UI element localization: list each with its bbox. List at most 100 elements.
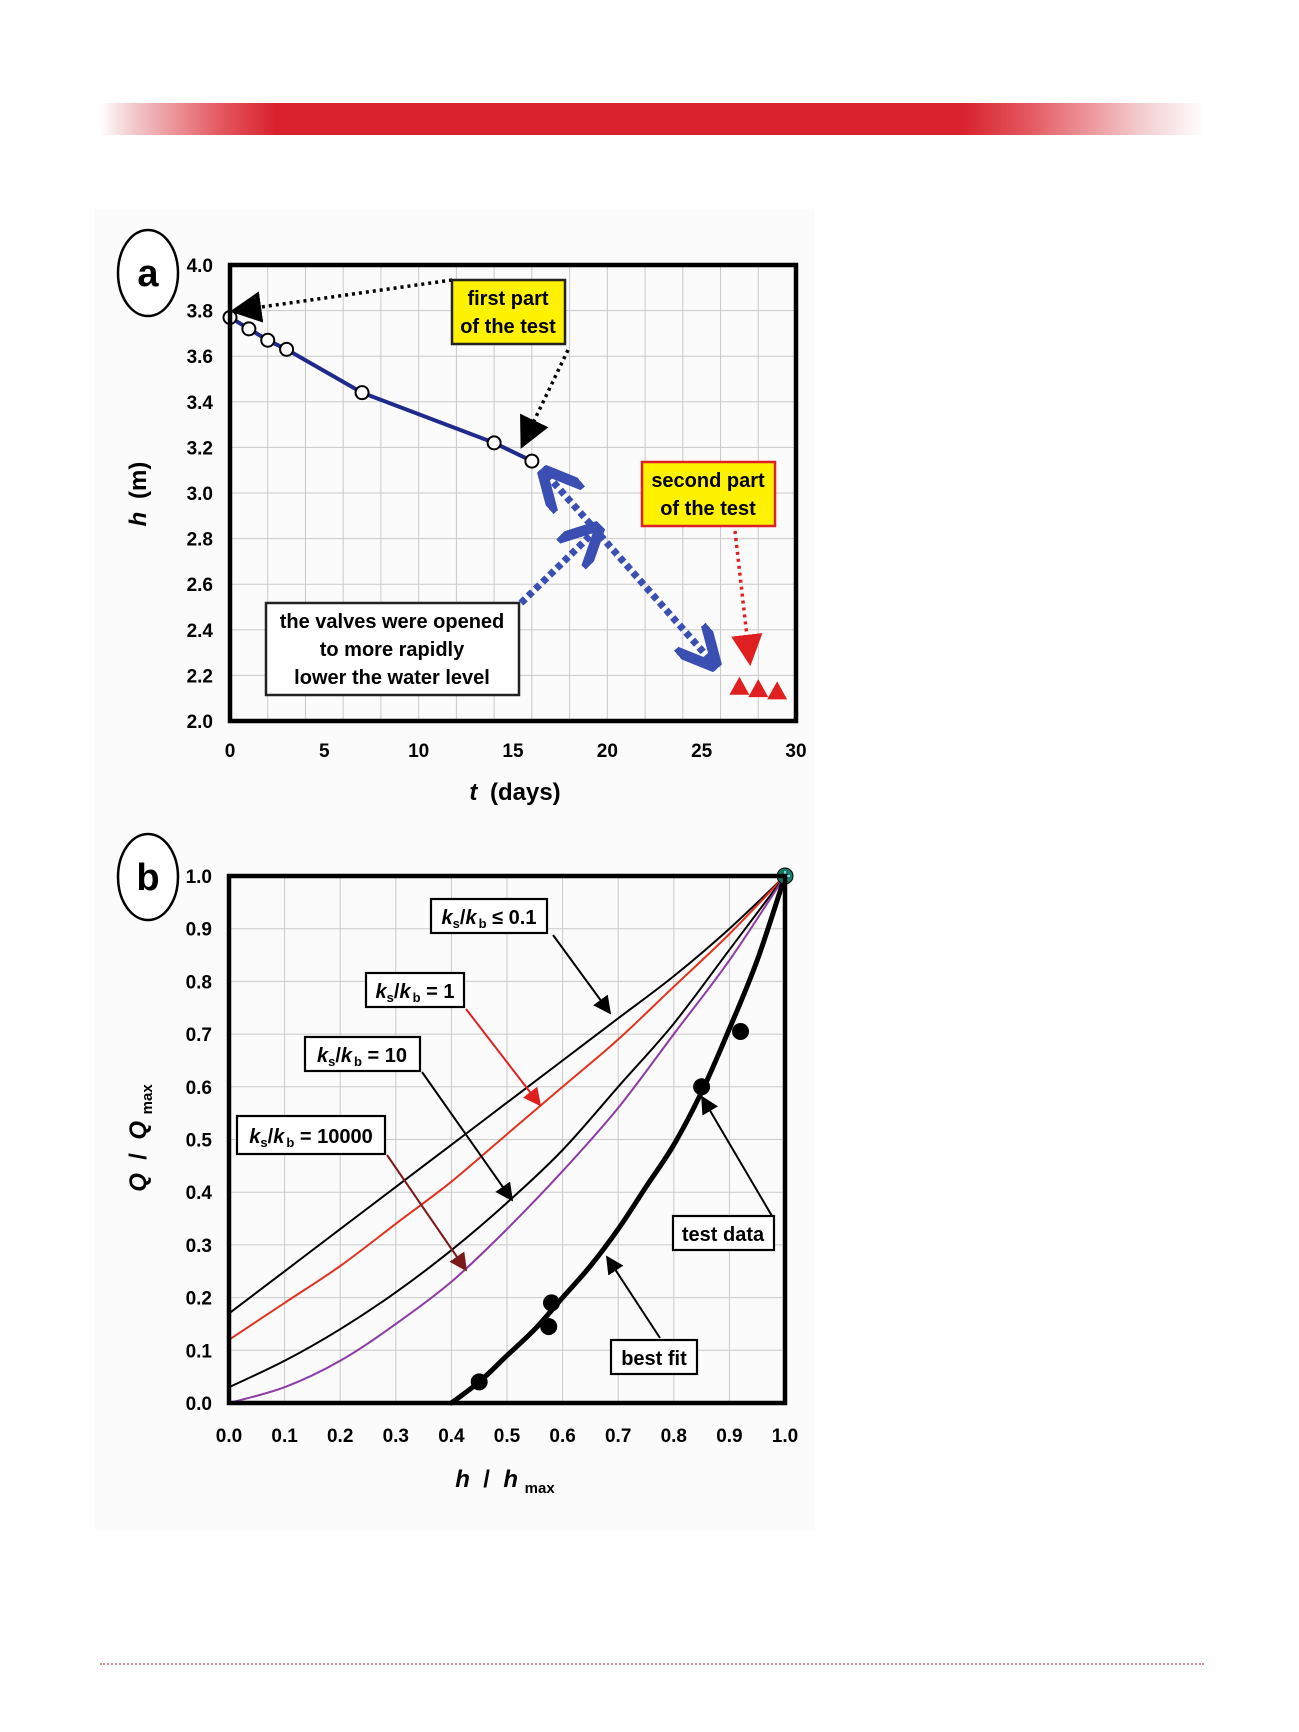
arrow-ks1: [465, 1008, 542, 1107]
chart-a-x-tick-label: 15: [502, 741, 524, 762]
chart-a-xlabel-var: t: [469, 779, 478, 806]
label-best-fit-text: best fit: [621, 1348, 687, 1370]
chart-a-ylabel-unit: (m): [125, 462, 152, 499]
chart-b-y-tick-label: 0.1: [186, 1341, 213, 1362]
chart-b-x-tick-label: 0.1: [271, 1426, 298, 1447]
chart-a-y-tick-label: 2.2: [187, 666, 213, 687]
chart-b-x-tick-label: 0.2: [327, 1426, 353, 1447]
chart-b-x-tick-label: 0.8: [661, 1426, 687, 1447]
callout-valves-line2: to more rapidly: [320, 639, 465, 661]
chart-b-frame: [226, 873, 788, 1406]
chart-a-y-tick-label: 2.0: [187, 712, 213, 733]
label-test-data-text: test data: [682, 1224, 765, 1246]
chart-a-y-tick-label: 3.0: [187, 484, 213, 505]
chart-a-y-ticks: 2.0 2.2 2.4 2.6 2.8 3.0 3.2 3.4 3.6 3.8 4.0: [187, 256, 214, 733]
chart-a-y-tick-label: 2.4: [187, 621, 214, 642]
label-ks-1: ks/k b = 1: [364, 971, 466, 1009]
callout-valves-line1: the valves were opened: [280, 611, 505, 633]
label-ks-10000: ks/k b = 10000: [235, 1114, 387, 1156]
chart-a-x-ticks: 0 5 10 15 20 25 30: [225, 741, 807, 762]
test-data-point: [732, 1022, 750, 1040]
chart-a-x-tick-label: 25: [691, 741, 713, 762]
label-ks-01-sub-s: s: [453, 916, 460, 931]
svg-text:ks/kb = 10000: ks/k b = 10000: [249, 1126, 372, 1150]
chart-a-y-tick-label: 4.0: [187, 256, 213, 277]
label-ks-01-sub-b: b: [479, 916, 487, 931]
chart-b-y-ticks: 0.0 0.1 0.2 0.3 0.4 0.5 0.6 0.7 0.8 0.9 1.0: [186, 867, 213, 1415]
label-ks-10-sub-s: s: [328, 1054, 335, 1069]
arrow-first-part-bottom: [520, 349, 570, 449]
arrow-valves-double: [547, 475, 712, 662]
arrow-valves-callout: [518, 531, 595, 606]
svg-text:ks/kb = 10: ks/k b = 10: [317, 1045, 407, 1069]
arrow-first-part-top: [229, 278, 453, 323]
callout-valves: the valves were opened to more rapidly l…: [264, 601, 521, 697]
chart-b-y-tick-label: 0.9: [186, 920, 212, 941]
chart-b-xlabel-var2: h: [503, 1466, 518, 1493]
series-second-part-point: [729, 676, 750, 695]
series-first-part-point: [524, 453, 540, 469]
header-banner: [100, 103, 1204, 135]
chart-a: a 2.0 2.2 2.4 2.6 2.8 3.0 3.2 3.4 3.6 3.8 4.0 0 5 10…: [116, 228, 807, 806]
footer-divider: [100, 1663, 1204, 1665]
chart-a-frame: [227, 262, 799, 724]
chart-b-y-tick-label: 0.2: [186, 1289, 212, 1310]
series-first-part-point: [279, 341, 295, 357]
series-second-part-point: [748, 679, 769, 698]
chart-b-x-tick-label: 0.3: [383, 1426, 409, 1447]
label-ks-1-sub-b: b: [413, 990, 421, 1005]
callout-first-part-line1: first part: [467, 288, 548, 310]
series-first-part-point: [354, 385, 370, 401]
chart-b: b 0.00.10.20.30.40.50.60.70.80.91.0 0.0 0…: [116, 832, 798, 1497]
chart-b-test-points: [470, 867, 794, 1391]
chart-b-x-tick-label: 0.5: [494, 1426, 521, 1447]
chart-b-y-tick-label: 0.7: [186, 1025, 212, 1046]
svg-text:ks/kb ≤ 0.1: ks/k b ≤ 0.1: [442, 907, 537, 931]
panel-a-badge: [116, 228, 180, 318]
chart-b-x-tick-label: 1.0: [772, 1426, 798, 1447]
chart-b-ylabel-var: Q: [125, 1173, 152, 1192]
callout-first-part: first part of the test: [450, 278, 567, 346]
chart-a-y-tick-label: 3.4: [187, 393, 214, 414]
panel-a-label: a: [137, 253, 159, 295]
curve-ks-kb-10000: [228, 875, 786, 1404]
chart-b-ylabel-sub: max: [139, 1084, 156, 1115]
chart-a-y-tick-label: 3.6: [187, 347, 213, 368]
series-first-part-point: [486, 435, 502, 451]
panel-b-label: b: [136, 857, 159, 899]
chart-b-x-tick-label: 0.9: [716, 1426, 742, 1447]
callout-first-part-line2: of the test: [460, 316, 556, 338]
chart-b-arrows: [386, 934, 773, 1339]
chart-b-xlabel: h / h max: [455, 1466, 555, 1497]
arrow-ks10: [421, 1071, 514, 1202]
chart-b-ylabel: Q / Q max: [125, 1084, 156, 1192]
chart-b-xlabel-sub: max: [525, 1480, 556, 1497]
arrow-ks01: [552, 934, 612, 1015]
chart-b-x-tick-label: 0.6: [549, 1426, 575, 1447]
chart-b-x-tick-label: 0.7: [605, 1426, 631, 1447]
callout-second-part: second part of the test: [640, 460, 777, 528]
label-ks-10000-sub-s: s: [260, 1135, 267, 1150]
arrow-ks10000: [386, 1154, 468, 1272]
label-ks-10000-rel: = 10000: [294, 1126, 372, 1148]
chart-b-x-ticks: 0.0 0.1 0.2 0.3 0.4 0.5 0.6 0.7 0.8 0.9 1.0: [216, 1426, 798, 1447]
label-test-data: test data: [671, 1214, 776, 1252]
chart-a-x-tick-label: 0: [225, 741, 236, 762]
chart-a-x-tick-label: 20: [597, 741, 618, 762]
label-ks-01-rel: ≤ 0.1: [487, 907, 537, 929]
chart-b-xlabel-var: h: [455, 1466, 470, 1493]
curve-ks-kb-le-0.1: [228, 875, 786, 1315]
label-ks-01: ks/k b ≤ 0.1: [429, 897, 549, 935]
test-data-point: [693, 1078, 711, 1096]
callout-second-part-line1: second part: [651, 470, 765, 492]
label-ks-10000-sub-b: b: [286, 1135, 294, 1150]
svg-text:ks/kb = 1: ks/k b = 1: [376, 981, 455, 1005]
chart-b-ylabel-var2: Q: [125, 1121, 152, 1140]
arrow-test-data: [701, 1095, 773, 1217]
test-data-point: [470, 1373, 488, 1391]
curve-ks-kb-10: [228, 875, 786, 1389]
label-ks-1-sub-s: s: [387, 990, 394, 1005]
chart-a-x-tick-label: 30: [785, 741, 806, 762]
chart-a-y-tick-label: 2.6: [187, 575, 213, 596]
